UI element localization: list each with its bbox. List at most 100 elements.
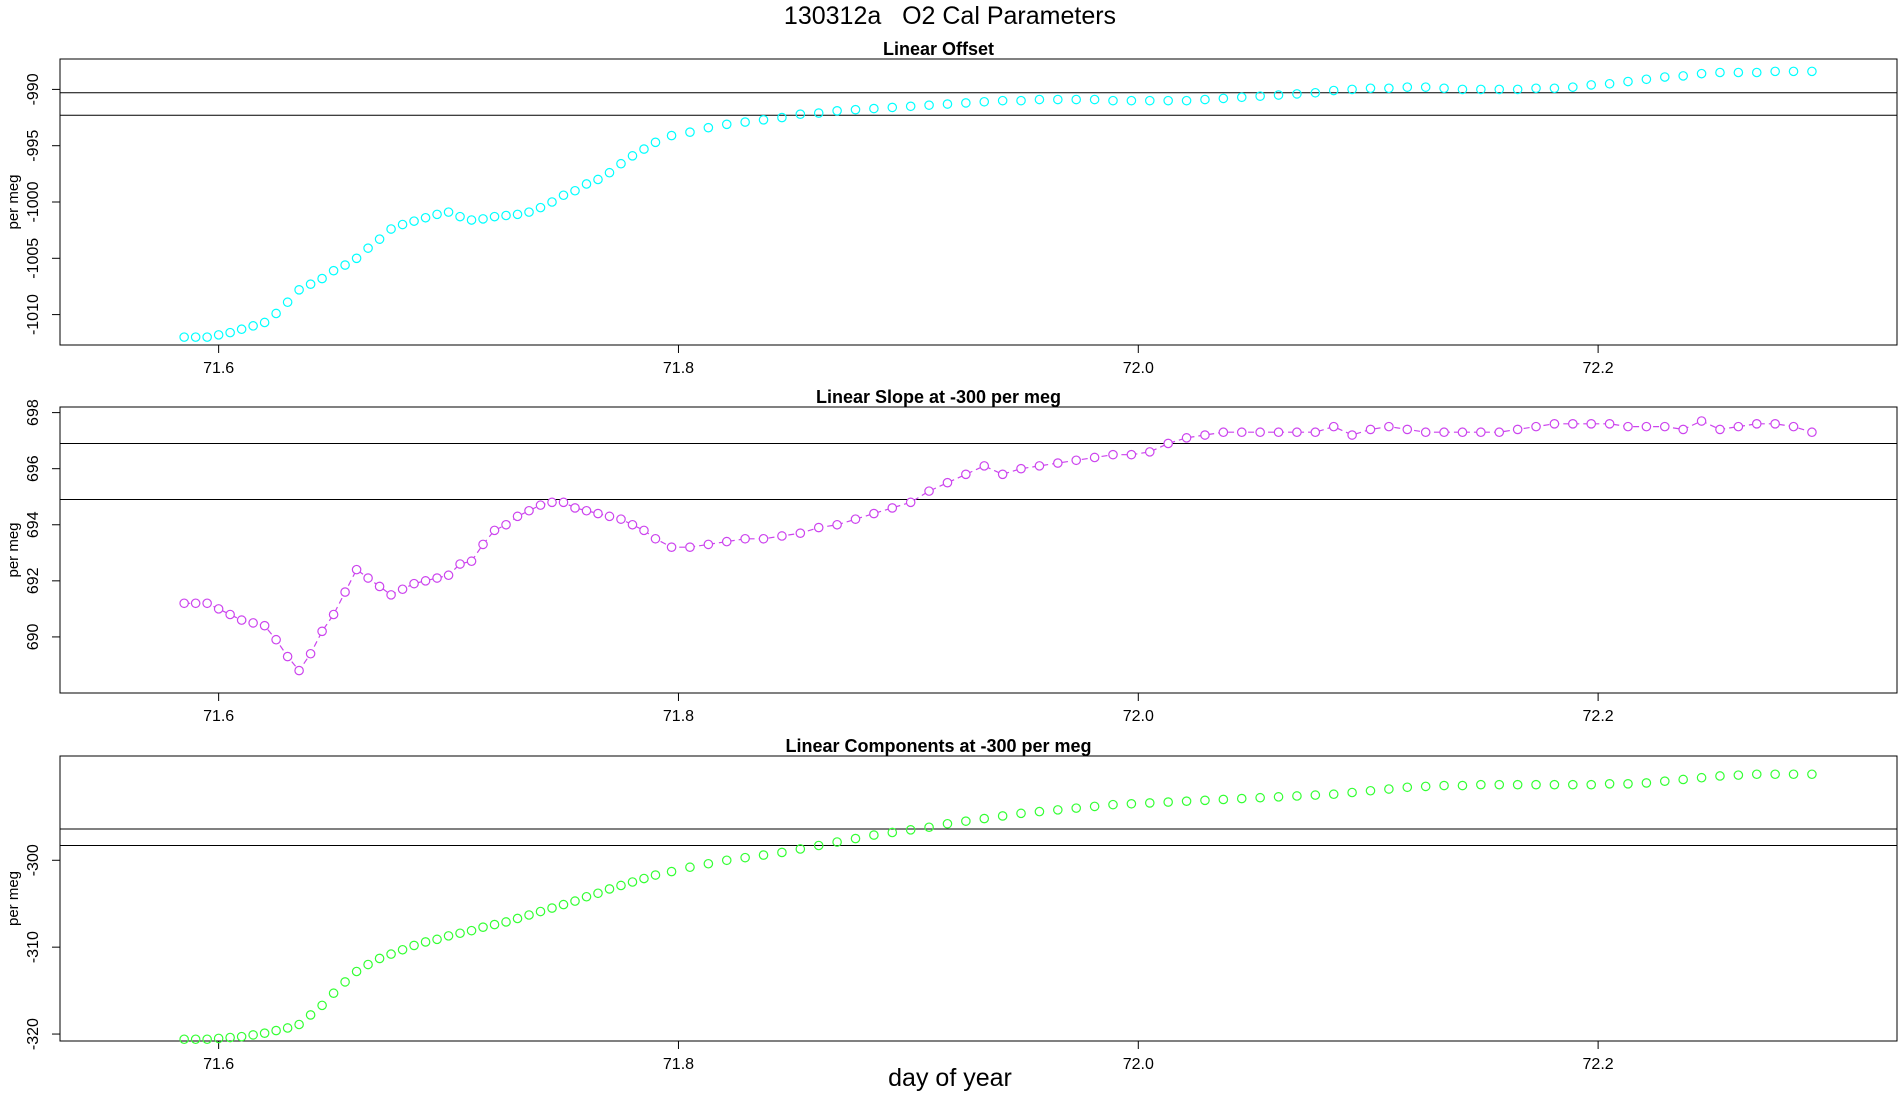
data-point <box>236 615 247 625</box>
data-point <box>1696 68 1707 79</box>
data-point <box>1384 83 1394 94</box>
data-point <box>1126 449 1137 460</box>
data-point <box>489 919 500 930</box>
data-point <box>328 609 339 620</box>
data-point <box>236 1031 247 1042</box>
data-point <box>489 525 500 536</box>
data-point <box>832 837 842 847</box>
data-point <box>271 308 281 319</box>
data-point <box>1200 795 1210 806</box>
panel-linear-components: Linear Components at -300 per meg per meg… <box>5 736 1898 1073</box>
data-point <box>942 477 953 488</box>
data-point <box>420 937 431 947</box>
data-point <box>248 618 258 628</box>
data-point <box>758 115 769 125</box>
data-point <box>997 811 1008 821</box>
x-tick-label: 71.6 <box>203 708 234 725</box>
data-point <box>501 519 511 530</box>
data-point <box>1310 427 1321 438</box>
data-point <box>1181 796 1192 806</box>
data-point <box>1586 779 1597 790</box>
data-point <box>179 332 189 342</box>
data-point <box>420 576 431 586</box>
data-point <box>1310 790 1321 800</box>
data-point <box>1292 427 1302 438</box>
y-tick-label: -990 <box>25 73 42 105</box>
data-point <box>248 1030 258 1040</box>
data-point <box>478 922 488 932</box>
panel-title: Linear Components at -300 per meg <box>785 736 1091 756</box>
data-point <box>979 813 990 824</box>
data-point <box>1494 84 1505 95</box>
x-tick-label: 72.0 <box>1123 708 1154 725</box>
data-point <box>1549 779 1560 790</box>
data-point <box>1034 461 1045 471</box>
data-point <box>1126 95 1137 106</box>
data-point <box>1512 84 1523 95</box>
data-point <box>1623 779 1633 789</box>
data-point <box>190 598 201 609</box>
panel-title: Linear Slope at -300 per meg <box>816 387 1061 407</box>
x-tick-label: 72.2 <box>1583 360 1614 377</box>
data-point <box>1531 83 1541 94</box>
data-point <box>558 190 569 201</box>
data-point <box>570 896 580 906</box>
x-tick-label: 72.2 <box>1583 708 1614 725</box>
data-point <box>1770 66 1780 77</box>
data-point <box>1016 463 1026 474</box>
y-tick-label: -995 <box>25 130 42 162</box>
data-point <box>248 321 258 331</box>
data-point <box>616 880 626 891</box>
y-tick-label: 692 <box>25 567 42 594</box>
data-point <box>512 913 523 924</box>
data-point <box>813 108 824 118</box>
data-point <box>1439 427 1449 438</box>
data-point <box>650 533 661 544</box>
data-point <box>1568 779 1578 790</box>
data-point <box>282 651 293 662</box>
data-point <box>1292 791 1302 801</box>
data-point <box>685 862 695 873</box>
data-point <box>924 486 934 496</box>
y-tick-label: -300 <box>25 844 42 876</box>
data-point <box>271 1025 281 1036</box>
data-point <box>1328 789 1339 800</box>
data-point <box>1494 779 1505 790</box>
data-point <box>1604 78 1615 89</box>
data-point <box>1053 94 1063 105</box>
data-point <box>1163 95 1173 106</box>
data-point <box>1255 91 1265 101</box>
data-point <box>777 847 787 858</box>
data-point <box>1108 799 1118 810</box>
data-point <box>1200 430 1210 440</box>
data-point <box>1512 424 1523 435</box>
data-point <box>887 503 898 513</box>
y-tick-label: 696 <box>25 455 42 482</box>
data-point <box>832 105 842 116</box>
data-point <box>420 212 431 223</box>
data-point <box>1788 421 1799 432</box>
data-point <box>666 542 677 552</box>
data-point <box>1402 424 1413 435</box>
data-point <box>1273 90 1284 100</box>
data-point <box>179 598 189 609</box>
data-point <box>1715 771 1725 781</box>
data-point <box>202 598 212 609</box>
data-point <box>1733 67 1744 78</box>
data-point <box>997 469 1008 480</box>
data-point <box>593 888 603 899</box>
data-point <box>1365 83 1376 94</box>
data-point <box>650 137 661 148</box>
data-point <box>432 573 442 583</box>
data-point <box>979 96 990 107</box>
data-point <box>924 822 934 833</box>
data-point <box>1163 797 1173 807</box>
data-point <box>593 508 603 519</box>
data-point <box>455 211 465 222</box>
panel-title: Linear Offset <box>883 39 994 59</box>
data-point <box>512 511 523 522</box>
data-point <box>1678 424 1688 435</box>
data-point <box>905 497 916 508</box>
data-point <box>1807 769 1817 780</box>
